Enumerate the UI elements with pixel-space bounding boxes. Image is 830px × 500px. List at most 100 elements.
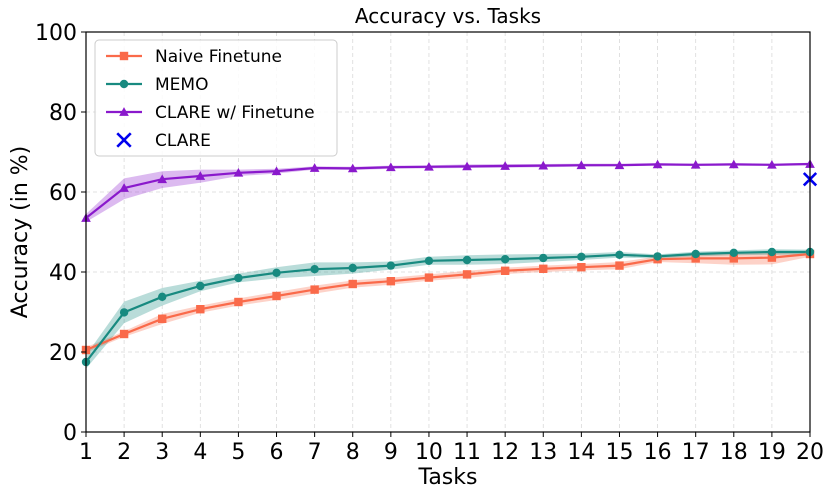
data-point-square <box>386 277 396 286</box>
data-point-square <box>119 51 129 61</box>
chart-title: Accuracy vs. Tasks <box>355 4 541 28</box>
x-tick-label: 2 <box>117 440 131 465</box>
x-tick-label: 13 <box>529 440 557 465</box>
data-point-square <box>348 279 357 289</box>
x-tick-label: 16 <box>644 440 672 465</box>
data-point-triangle <box>119 107 129 116</box>
data-point-circle <box>234 273 243 283</box>
data-point-x <box>116 132 132 148</box>
data-point-triangle <box>728 159 739 169</box>
data-point-circle <box>386 261 396 270</box>
data-point-circle <box>196 281 205 291</box>
data-point-square <box>729 254 738 263</box>
x-tick-label: 5 <box>231 440 245 465</box>
x-tick-label: 9 <box>384 440 398 465</box>
data-point-triangle <box>195 171 206 180</box>
confidence-band <box>86 250 810 353</box>
series-line <box>85 162 811 219</box>
x-tick-label: 14 <box>567 440 595 465</box>
data-point-circle <box>348 263 357 273</box>
data-point-triangle <box>652 159 663 169</box>
data-point-triangle <box>690 159 701 169</box>
plot-frame <box>85 31 811 433</box>
data-point-circle <box>691 249 700 259</box>
legend-item: CLARE <box>116 131 211 151</box>
data-point-triangle <box>119 183 129 192</box>
data-point-circle <box>539 253 548 263</box>
x-tick-label: 6 <box>270 440 284 465</box>
legend-item: MEMO <box>106 75 208 95</box>
data-point-triangle <box>538 160 549 170</box>
data-point-circle <box>577 252 586 261</box>
legend: Naive Finetune MEMO CLARE w/ Finetune CLARE <box>94 39 338 157</box>
y-tick-label: 0 <box>63 421 77 446</box>
data-point-triangle <box>767 159 777 169</box>
x-tick-label: 18 <box>720 440 748 465</box>
x-stroke <box>116 132 132 148</box>
data-point-triangle <box>576 160 587 170</box>
x-tick-label: 12 <box>491 440 519 465</box>
data-point-circle <box>119 308 129 317</box>
legend-label: Naive Finetune <box>155 47 282 67</box>
data-point-circle <box>424 256 434 265</box>
legend-box <box>94 39 338 157</box>
x-tick-label: 4 <box>193 440 207 465</box>
data-point-square <box>462 270 472 279</box>
data-point-triangle <box>271 166 282 176</box>
data-point-square <box>119 329 129 339</box>
confidence-bands <box>86 162 810 369</box>
legend-label: CLARE <box>155 131 211 151</box>
data-point-triangle <box>500 161 510 170</box>
data-point-circle <box>653 252 662 261</box>
data-point-circle <box>158 292 167 301</box>
x-tick-label: 7 <box>308 440 322 465</box>
data-point-triangle <box>462 161 472 171</box>
data-point-triangle <box>386 162 396 172</box>
series-markers <box>81 159 818 367</box>
x-tick-label: 11 <box>453 440 481 465</box>
x-tick-label: 17 <box>682 440 710 465</box>
data-point-triangle <box>614 160 625 170</box>
data-point-square <box>234 297 243 307</box>
data-point-circle <box>272 268 281 277</box>
data-point-triangle <box>157 174 168 184</box>
data-point-circle <box>615 250 624 259</box>
series-lines <box>85 162 811 363</box>
data-point-square <box>310 285 319 294</box>
axis-ticks: 1 2 3 4 5 6 7 8 9 10 11 12 13 14 15 16 17 18 19 20020406080… <box>35 21 824 465</box>
confidence-band <box>86 249 810 369</box>
y-tick-label: 20 <box>49 341 77 366</box>
data-point-circle <box>729 248 738 257</box>
series-line <box>85 252 811 352</box>
data-point-triangle <box>424 161 434 171</box>
data-point-square <box>539 264 548 273</box>
y-tick-label: 100 <box>35 21 77 46</box>
y-axis-label: Accuracy (in %) <box>8 146 33 319</box>
legend-item: CLARE w/ Finetune <box>106 103 315 123</box>
data-point-square <box>424 273 434 282</box>
data-point-circle <box>500 255 510 264</box>
legend-label: CLARE w/ Finetune <box>155 103 315 123</box>
data-point-circle <box>310 265 319 274</box>
data-point-square <box>158 314 167 323</box>
x-axis-label: Tasks <box>418 465 478 490</box>
data-point-square <box>577 263 586 272</box>
x-tick-label: 15 <box>605 440 633 465</box>
data-point-square <box>767 253 777 262</box>
data-point-square <box>500 266 510 275</box>
x-tick-label: 10 <box>415 440 443 465</box>
data-point-circle <box>462 255 472 265</box>
legend-label: MEMO <box>155 75 208 95</box>
x-tick-label: 19 <box>758 440 786 465</box>
y-tick-label: 40 <box>49 261 77 286</box>
data-point-triangle <box>309 163 320 172</box>
data-point-square <box>272 291 281 301</box>
legend-item: Naive Finetune <box>106 47 282 67</box>
x-tick-label: 3 <box>155 440 169 465</box>
data-point-circle <box>767 247 777 257</box>
x-tick-label: 1 <box>79 440 93 465</box>
data-point-square <box>691 254 700 263</box>
x-tick-label: 20 <box>796 440 824 465</box>
series-line <box>85 250 810 363</box>
